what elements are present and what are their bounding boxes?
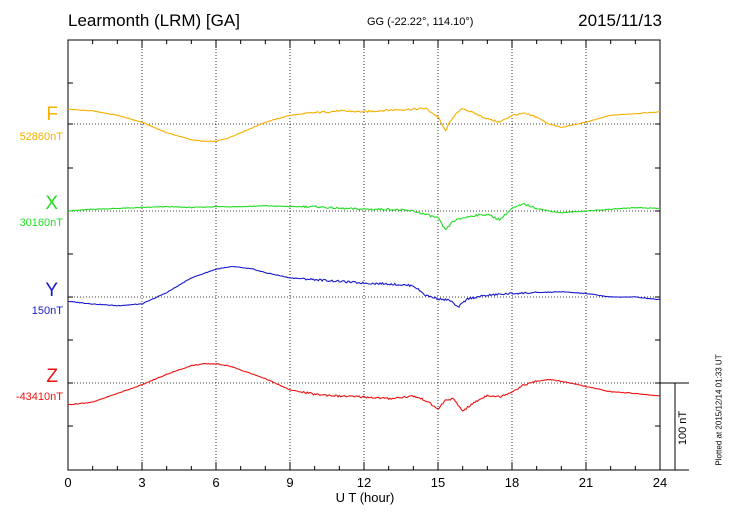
baseline-label-x: 30160nT: [19, 217, 63, 229]
x-tick-label: 12: [356, 475, 372, 490]
series-line-z: [67, 362, 660, 412]
x-tick-label: 24: [652, 475, 668, 490]
x-tick-label: 21: [578, 475, 594, 490]
plotted-timestamp: Plotted at 2015/12/14 01:33 UT: [714, 354, 724, 466]
station-title: Learmonth (LRM) [GA]: [68, 11, 240, 30]
series-label-x: X: [45, 193, 58, 214]
plot-frame: [67, 39, 661, 471]
x-tick-label: 18: [504, 475, 520, 490]
x-tick-label: 0: [64, 475, 72, 490]
grid-lines: [68, 40, 660, 470]
series-line-y: [68, 265, 661, 308]
baseline-label-z: -43410nT: [15, 391, 63, 403]
series-line-f: [67, 107, 661, 143]
series-lines: [67, 107, 661, 412]
scale-bar: [660, 382, 689, 471]
series-label-f: F: [46, 104, 58, 125]
x-tick-label: 9: [286, 475, 294, 490]
plot-date: 2015/11/13: [578, 11, 662, 30]
coordinates: GG (-22.22°, 114.10°): [367, 16, 474, 28]
x-axis-ticks: [67, 40, 661, 470]
baseline-label-y: 150nT: [31, 305, 63, 317]
series-line-x: [67, 203, 660, 231]
x-axis-label: U T (hour): [335, 490, 395, 505]
baseline-label-f: 52860nT: [19, 131, 63, 143]
x-tick-label: 3: [138, 475, 146, 490]
series-label-y: Y: [45, 280, 58, 301]
series-label-z: Z: [46, 366, 58, 387]
x-tick-label: 6: [212, 475, 220, 490]
x-tick-label: 15: [430, 475, 446, 490]
scale-bar-label: 100 nT: [677, 410, 689, 446]
